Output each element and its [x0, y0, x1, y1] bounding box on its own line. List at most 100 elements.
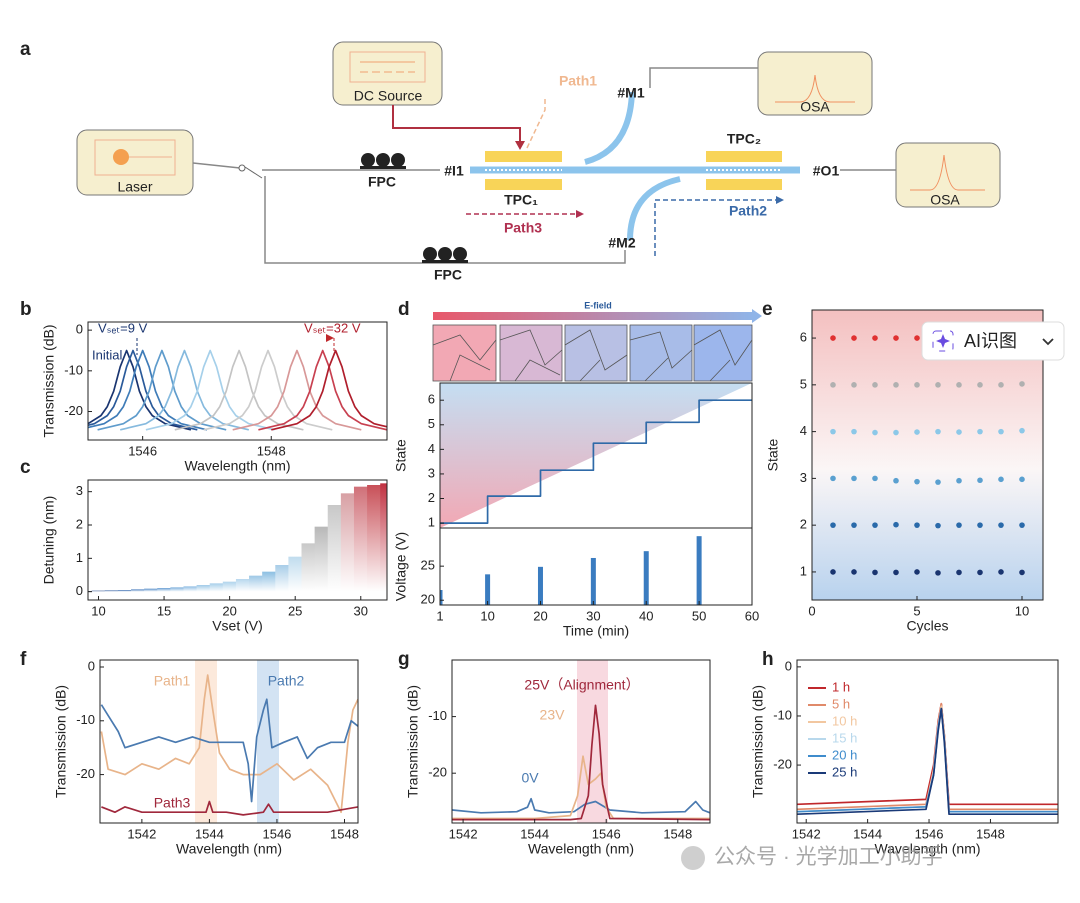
y-tick-label: -20: [64, 403, 83, 418]
point: [830, 428, 836, 435]
bar: [440, 590, 443, 605]
point: [893, 521, 899, 528]
y-axis-label: State: [393, 439, 409, 472]
arrowhead: [515, 141, 525, 150]
point: [851, 335, 857, 341]
series-line: [120, 349, 249, 431]
point: [956, 429, 962, 435]
x-tick-label: 10: [91, 603, 105, 618]
laser-icon: [113, 149, 129, 165]
point: [1019, 476, 1025, 483]
x-tick-label: 1542: [449, 826, 478, 841]
point: [935, 382, 941, 388]
path1-line: [526, 98, 546, 149]
panel-label: a: [20, 39, 31, 60]
fpc-icon: [422, 247, 468, 263]
plot-area: [88, 349, 387, 431]
ai-icon: [932, 330, 954, 352]
annotation: Vₛₑₜ=9 V: [98, 320, 148, 335]
series-line: [440, 399, 752, 524]
osa-icon: [775, 74, 855, 103]
coupler: [584, 91, 635, 165]
chart: 1542 1544 1546 1548 -20 -10 Wavelength (nm) Tra…: [405, 659, 711, 857]
y-tick-label: 25: [421, 558, 435, 573]
fpc-icon: [360, 153, 406, 169]
x-tick-label: 1546: [592, 826, 621, 841]
path-label: Path1: [559, 73, 597, 89]
point: [998, 428, 1004, 435]
point: [977, 522, 983, 528]
legend-label: 10 h: [832, 713, 857, 728]
series-line: [100, 674, 358, 814]
bar: [222, 581, 237, 592]
x-tick-label: 0: [808, 603, 815, 618]
point: [914, 382, 920, 388]
plot-area: [88, 483, 387, 592]
bar: [209, 583, 224, 592]
bar: [262, 571, 276, 592]
bar: [643, 551, 649, 605]
ai-button[interactable]: AI识图: [921, 321, 1065, 361]
laser-box: [76, 129, 194, 196]
point: [893, 477, 899, 484]
bar: [275, 565, 289, 592]
dc-wire: [392, 105, 521, 146]
point: [914, 522, 920, 528]
y-axis-label: Transmission (dB): [750, 685, 766, 798]
dc-label: DC Source: [354, 88, 423, 104]
plot-area: [440, 536, 702, 605]
panel-label: h: [762, 649, 774, 670]
y-tick-label: 3: [428, 465, 435, 480]
plot-area: [440, 399, 752, 524]
series-line: [88, 349, 208, 431]
panel-label: e: [762, 299, 773, 320]
ai-icon: [936, 334, 950, 348]
highlight-band: [257, 660, 279, 823]
bar: [131, 589, 145, 592]
arrowhead: [776, 196, 784, 204]
y-tick-label: 0: [88, 658, 95, 673]
ai-button-bg[interactable]: [921, 321, 1065, 361]
switch: [238, 164, 246, 172]
chart: 1546 1548 -20 -10 0 Wavelength (nm) Transmissi…: [41, 320, 388, 474]
y-axis-label: Voltage (V): [393, 532, 409, 601]
series-line: [232, 349, 362, 431]
series-label: Path1: [154, 673, 191, 689]
arrowhead: [576, 210, 584, 218]
point: [830, 475, 836, 482]
y-tick-label: 4: [800, 423, 807, 438]
chart: 0 5 10 1 2 3 4 5 6 Cycles State: [765, 309, 1044, 634]
axes-frame: [99, 659, 359, 824]
path2-line: [654, 199, 778, 256]
y-tick-label: -20: [76, 766, 95, 781]
x-tick-label: 1: [436, 608, 443, 623]
panel-label: b: [20, 299, 32, 320]
y-tick-label: 0: [785, 658, 792, 673]
series-line: [174, 349, 304, 431]
point: [977, 569, 983, 576]
bar: [249, 575, 263, 592]
point: [914, 429, 920, 435]
x-tick-label: 40: [639, 608, 653, 623]
fpc-label: FPC: [368, 174, 396, 190]
x-axis-label: Cycles: [906, 618, 948, 634]
laser-label: Laser: [117, 179, 152, 195]
x-tick-label: 15: [157, 603, 171, 618]
y-tick-label: -10: [773, 707, 792, 722]
axes-frame: [451, 659, 711, 824]
ai-button-label[interactable]: AI识图: [964, 331, 1017, 351]
point: [1019, 381, 1025, 387]
series-label: Path3: [154, 795, 191, 811]
osa-label: OSA: [800, 99, 830, 115]
x-tick-label: 5: [913, 603, 920, 618]
y-axis-label: State: [765, 438, 781, 471]
point: [956, 522, 962, 528]
series-line: [258, 349, 387, 431]
y-tick-label: 6: [428, 392, 435, 407]
x-tick-label: 20: [222, 603, 236, 618]
y-tick-label: -10: [76, 712, 95, 727]
legend-label: 25 h: [832, 764, 857, 779]
x-axis-label: Wavelength (nm): [184, 458, 290, 474]
x-tick-label: 10: [1015, 603, 1029, 618]
port-label: #M2: [608, 235, 635, 251]
